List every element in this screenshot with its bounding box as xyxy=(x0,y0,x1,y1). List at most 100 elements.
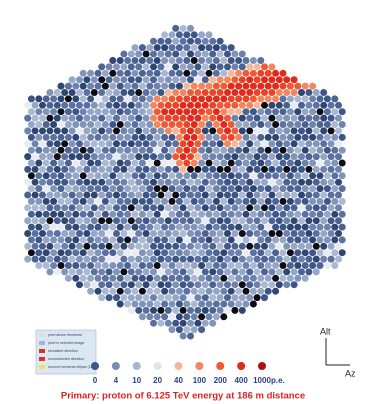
camera-pixel xyxy=(331,160,338,167)
camera-pixel xyxy=(220,288,227,295)
camera-pixel xyxy=(250,108,257,115)
camera-pixel xyxy=(317,134,324,141)
camera-pixel xyxy=(150,63,157,70)
camera-pixel xyxy=(24,127,31,134)
camera-pixel xyxy=(320,217,327,224)
camera-pixel xyxy=(83,192,90,199)
camera-pixel xyxy=(268,179,275,186)
camera-pixel xyxy=(102,185,109,192)
camera-pixel xyxy=(69,204,76,211)
camera-pixel xyxy=(291,281,298,288)
camera-pixel xyxy=(128,63,135,70)
camera-pixel xyxy=(143,140,150,147)
camera-pixel xyxy=(24,256,31,263)
camera-pixel xyxy=(250,211,257,218)
camera-pixel xyxy=(231,256,238,263)
camera-pixel xyxy=(265,83,272,90)
camera-pixel xyxy=(72,262,79,269)
camera-pixel xyxy=(228,301,235,308)
camera-pixel xyxy=(187,204,194,211)
camera-pixel xyxy=(261,294,268,301)
camera-pixel xyxy=(287,121,294,128)
camera-pixel xyxy=(239,127,246,134)
camera-pixel xyxy=(83,230,90,237)
camera-pixel xyxy=(46,166,53,173)
camera-pixel xyxy=(39,115,46,122)
camera-pixel xyxy=(150,281,157,288)
camera-pixel xyxy=(268,243,275,250)
camera-pixel xyxy=(128,281,135,288)
camera-pixel xyxy=(106,256,113,263)
camera-pixel xyxy=(102,262,109,269)
camera-pixel xyxy=(124,224,131,231)
camera-pixel xyxy=(109,160,116,167)
camera-pixel xyxy=(250,185,257,192)
camera-pixel xyxy=(35,95,42,102)
camera-pixel xyxy=(172,153,179,160)
camera-pixel xyxy=(209,153,216,160)
camera-pixel xyxy=(213,83,220,90)
camera-pixel xyxy=(43,224,50,231)
camera-pixel xyxy=(280,236,287,243)
camera-pixel xyxy=(309,160,316,167)
camera-pixel xyxy=(76,102,83,109)
camera-pixel xyxy=(283,230,290,237)
camera-pixel xyxy=(132,44,139,51)
camera-pixel xyxy=(261,256,268,263)
camera-pixel xyxy=(194,281,201,288)
camera-pixel xyxy=(183,224,190,231)
camera-pixel xyxy=(220,249,227,256)
scale-swatch xyxy=(175,362,183,370)
camera-pixel xyxy=(83,281,90,288)
camera-pixel xyxy=(176,147,183,154)
camera-pixel xyxy=(124,57,131,64)
camera-pixel xyxy=(65,275,72,282)
camera-pixel xyxy=(54,179,61,186)
camera-pixel xyxy=(324,262,331,269)
camera-pixel xyxy=(183,262,190,269)
camera-pixel xyxy=(69,230,76,237)
camera-pixel xyxy=(124,236,131,243)
camera-pixel xyxy=(198,147,205,154)
camera-pixel xyxy=(209,217,216,224)
camera-pixel xyxy=(128,89,135,96)
camera-pixel xyxy=(239,153,246,160)
camera-pixel xyxy=(87,147,94,154)
legend-swatch xyxy=(39,365,45,369)
camera-pixel xyxy=(58,249,65,256)
camera-pixel xyxy=(206,249,213,256)
camera-pixel xyxy=(106,89,113,96)
camera-pixel xyxy=(243,198,250,205)
camera-pixel xyxy=(161,70,168,77)
camera-pixel xyxy=(220,83,227,90)
camera-pixel xyxy=(132,70,139,77)
camera-pixel xyxy=(113,243,120,250)
camera-pixel xyxy=(102,172,109,179)
camera-pixel xyxy=(58,108,65,115)
camera-pixel xyxy=(95,288,102,295)
camera-pixel xyxy=(109,224,116,231)
camera-pixel xyxy=(209,63,216,70)
camera-pixel xyxy=(128,204,135,211)
camera-pixel xyxy=(180,307,187,314)
camera-pixel xyxy=(331,185,338,192)
camera-pixel xyxy=(261,192,268,199)
camera-pixel xyxy=(261,127,268,134)
camera-pixel xyxy=(294,95,301,102)
scale-swatch xyxy=(154,362,162,370)
camera-pixel xyxy=(180,217,187,224)
camera-pixel xyxy=(231,192,238,199)
camera-pixel xyxy=(305,153,312,160)
camera-pixel xyxy=(80,275,87,282)
camera-pixel xyxy=(58,134,65,141)
camera-pixel xyxy=(187,320,194,327)
camera-pixel xyxy=(287,172,294,179)
camera-pixel xyxy=(213,147,220,154)
camera-pixel xyxy=(72,211,79,218)
camera-pixel xyxy=(83,217,90,224)
camera-pixel xyxy=(102,249,109,256)
camera-pixel xyxy=(139,160,146,167)
camera-pixel xyxy=(187,115,194,122)
camera-pixel xyxy=(328,192,335,199)
camera-pixel xyxy=(302,211,309,218)
